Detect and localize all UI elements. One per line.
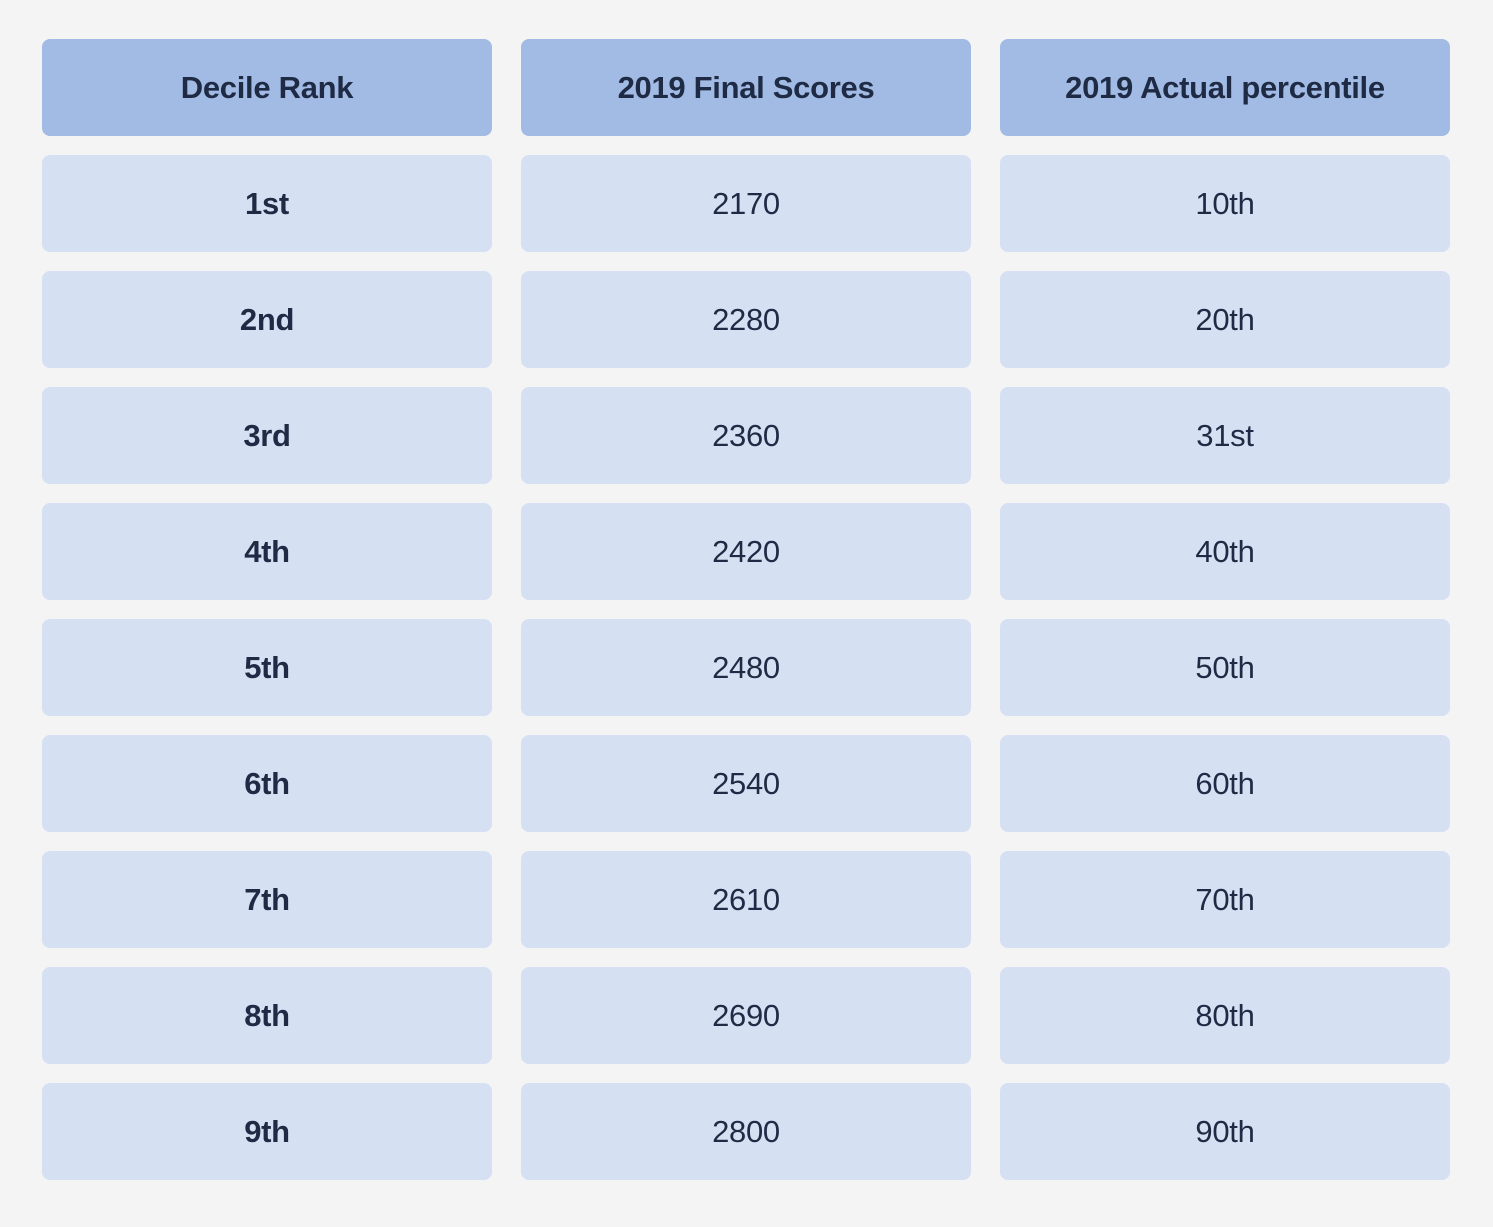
column-header-2: 2019 Actual percentile bbox=[1000, 39, 1450, 136]
table-cell: 2800 bbox=[521, 1083, 971, 1180]
table-cell: 70th bbox=[1000, 851, 1450, 948]
decile-rank-cell: 8th bbox=[42, 967, 492, 1064]
table-cell: 31st bbox=[1000, 387, 1450, 484]
decile-score-table: Decile Rank 2019 Final Scores 2019 Actual … bbox=[42, 39, 1450, 1180]
table-cell: 20th bbox=[1000, 271, 1450, 368]
table-cell: 2480 bbox=[521, 619, 971, 716]
table-cell: 2690 bbox=[521, 967, 971, 1064]
decile-rank-cell: 7th bbox=[42, 851, 492, 948]
table-cell: 2360 bbox=[521, 387, 971, 484]
decile-rank-cell: 6th bbox=[42, 735, 492, 832]
table-cell: 2170 bbox=[521, 155, 971, 252]
decile-rank-cell: 3rd bbox=[42, 387, 492, 484]
decile-rank-cell: 5th bbox=[42, 619, 492, 716]
decile-rank-cell: 4th bbox=[42, 503, 492, 600]
table-cell: 50th bbox=[1000, 619, 1450, 716]
table-cell: 80th bbox=[1000, 967, 1450, 1064]
table-cell: 2420 bbox=[521, 503, 971, 600]
table-cell: 60th bbox=[1000, 735, 1450, 832]
table-cell: 40th bbox=[1000, 503, 1450, 600]
decile-rank-cell: 9th bbox=[42, 1083, 492, 1180]
column-header-0: Decile Rank bbox=[42, 39, 492, 136]
table-cell: 10th bbox=[1000, 155, 1450, 252]
table-cell: 2280 bbox=[521, 271, 971, 368]
table-cell: 90th bbox=[1000, 1083, 1450, 1180]
table-cell: 2540 bbox=[521, 735, 971, 832]
column-header-1: 2019 Final Scores bbox=[521, 39, 971, 136]
decile-rank-cell: 1st bbox=[42, 155, 492, 252]
table-cell: 2610 bbox=[521, 851, 971, 948]
decile-rank-cell: 2nd bbox=[42, 271, 492, 368]
